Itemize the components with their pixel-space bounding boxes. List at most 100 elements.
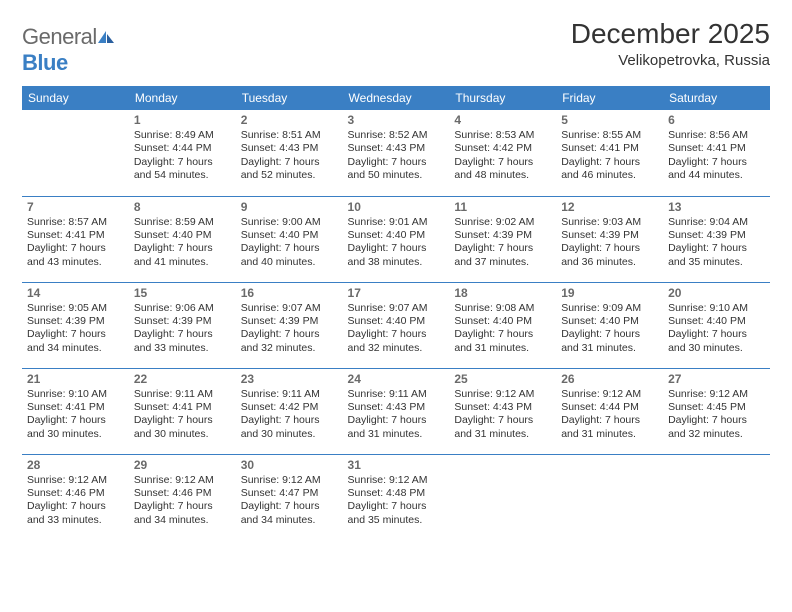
sunset-text: Sunset: 4:40 PM bbox=[241, 229, 338, 242]
sunset-text: Sunset: 4:41 PM bbox=[561, 142, 658, 155]
sunset-text: Sunset: 4:47 PM bbox=[241, 487, 338, 500]
daylight-text: Daylight: 7 hours and 41 minutes. bbox=[134, 242, 231, 269]
sunrise-text: Sunrise: 9:01 AM bbox=[348, 216, 445, 229]
daylight-text: Daylight: 7 hours and 31 minutes. bbox=[454, 328, 551, 355]
day-cell: 19Sunrise: 9:09 AMSunset: 4:40 PMDayligh… bbox=[556, 282, 663, 368]
daylight-text: Daylight: 7 hours and 38 minutes. bbox=[348, 242, 445, 269]
brand-text-1: General bbox=[22, 24, 97, 49]
calendar-row: 21Sunrise: 9:10 AMSunset: 4:41 PMDayligh… bbox=[22, 368, 770, 454]
empty-cell bbox=[556, 454, 663, 540]
day-cell: 11Sunrise: 9:02 AMSunset: 4:39 PMDayligh… bbox=[449, 196, 556, 282]
sunrise-text: Sunrise: 9:11 AM bbox=[348, 388, 445, 401]
day-cell: 27 Sunrise: 9:12 AMSunset: 4:45 PMDayligh… bbox=[663, 368, 770, 454]
day-cell: 31Sunrise: 9:12 AMSunset: 4:48 PMDayligh… bbox=[343, 454, 450, 540]
sunset-text: Sunset: 4:48 PM bbox=[348, 487, 445, 500]
sunrise-text: Sunrise: 9:07 AM bbox=[241, 302, 338, 315]
sunset-text: Sunset: 4:42 PM bbox=[241, 401, 338, 414]
daylight-text: Daylight: 7 hours and 30 minutes. bbox=[241, 414, 338, 441]
sunrise-text: Sunrise: 9:12 AM bbox=[134, 474, 231, 487]
sunrise-text: Sunrise: 9:04 AM bbox=[668, 216, 765, 229]
day-info: Sunrise: 9:02 AMSunset: 4:39 PMDaylight:… bbox=[454, 216, 551, 270]
day-cell: 10Sunrise: 9:01 AMSunset: 4:40 PMDayligh… bbox=[343, 196, 450, 282]
day-info: Sunrise: 8:49 AMSunset: 4:44 PMDaylight:… bbox=[134, 129, 231, 183]
daylight-text: Daylight: 7 hours and 35 minutes. bbox=[668, 242, 765, 269]
calendar-body: 1Sunrise: 8:49 AMSunset: 4:44 PMDaylight… bbox=[22, 110, 770, 540]
daylight-text: Daylight: 7 hours and 30 minutes. bbox=[27, 414, 124, 441]
day-info: Sunrise: 9:00 AMSunset: 4:40 PMDaylight:… bbox=[241, 216, 338, 270]
day-number: 27 bbox=[668, 372, 765, 386]
weekday-header: Monday bbox=[129, 86, 236, 110]
sunset-text: Sunset: 4:45 PM bbox=[668, 401, 765, 414]
sunrise-text: Sunrise: 9:12 AM bbox=[241, 474, 338, 487]
sunrise-text: Sunrise: 9:12 AM bbox=[27, 474, 124, 487]
day-info: Sunrise: 9:12 AMSunset: 4:45 PMDaylight:… bbox=[668, 388, 765, 442]
sunrise-text: Sunrise: 9:11 AM bbox=[134, 388, 231, 401]
day-number: 12 bbox=[561, 200, 658, 214]
calendar-row: 28Sunrise: 9:12 AMSunset: 4:46 PMDayligh… bbox=[22, 454, 770, 540]
daylight-text: Daylight: 7 hours and 34 minutes. bbox=[134, 500, 231, 527]
weekday-header: Friday bbox=[556, 86, 663, 110]
day-number: 23 bbox=[241, 372, 338, 386]
day-number: 7 bbox=[27, 200, 124, 214]
daylight-text: Daylight: 7 hours and 30 minutes. bbox=[668, 328, 765, 355]
sunset-text: Sunset: 4:39 PM bbox=[454, 229, 551, 242]
sunset-text: Sunset: 4:41 PM bbox=[668, 142, 765, 155]
sunrise-text: Sunrise: 9:06 AM bbox=[134, 302, 231, 315]
day-number: 9 bbox=[241, 200, 338, 214]
day-cell: 24Sunrise: 9:11 AMSunset: 4:43 PMDayligh… bbox=[343, 368, 450, 454]
sunset-text: Sunset: 4:41 PM bbox=[27, 229, 124, 242]
empty-cell bbox=[449, 454, 556, 540]
day-number: 25 bbox=[454, 372, 551, 386]
sunset-text: Sunset: 4:41 PM bbox=[134, 401, 231, 414]
location: Velikopetrovka, Russia bbox=[571, 52, 770, 69]
daylight-text: Daylight: 7 hours and 32 minutes. bbox=[668, 414, 765, 441]
day-info: Sunrise: 8:55 AMSunset: 4:41 PMDaylight:… bbox=[561, 129, 658, 183]
weekday-header: Wednesday bbox=[343, 86, 450, 110]
day-info: Sunrise: 9:06 AMSunset: 4:39 PMDaylight:… bbox=[134, 302, 231, 356]
sunrise-text: Sunrise: 8:57 AM bbox=[27, 216, 124, 229]
sunrise-text: Sunrise: 8:55 AM bbox=[561, 129, 658, 142]
day-cell: 17Sunrise: 9:07 AMSunset: 4:40 PMDayligh… bbox=[343, 282, 450, 368]
sunrise-text: Sunrise: 9:12 AM bbox=[561, 388, 658, 401]
day-info: Sunrise: 9:12 AMSunset: 4:43 PMDaylight:… bbox=[454, 388, 551, 442]
sunrise-text: Sunrise: 9:08 AM bbox=[454, 302, 551, 315]
day-cell: 7 Sunrise: 8:57 AMSunset: 4:41 PMDaylight… bbox=[22, 196, 129, 282]
day-number: 24 bbox=[348, 372, 445, 386]
brand-text-2: Blue bbox=[22, 50, 68, 75]
sunrise-text: Sunrise: 8:59 AM bbox=[134, 216, 231, 229]
day-number: 21 bbox=[27, 372, 124, 386]
day-number: 19 bbox=[561, 286, 658, 300]
day-cell: 13Sunrise: 9:04 AMSunset: 4:39 PMDayligh… bbox=[663, 196, 770, 282]
sunrise-text: Sunrise: 9:00 AM bbox=[241, 216, 338, 229]
calendar-head: Sunday Monday Tuesday Wednesday Thursday… bbox=[22, 86, 770, 110]
sunset-text: Sunset: 4:40 PM bbox=[348, 315, 445, 328]
sunrise-text: Sunrise: 8:53 AM bbox=[454, 129, 551, 142]
day-cell: 5 Sunrise: 8:55 AMSunset: 4:41 PMDaylight… bbox=[556, 110, 663, 196]
month-title: December 2025 bbox=[571, 18, 770, 50]
day-info: Sunrise: 8:52 AMSunset: 4:43 PMDaylight:… bbox=[348, 129, 445, 183]
day-info: Sunrise: 9:10 AMSunset: 4:40 PMDaylight:… bbox=[668, 302, 765, 356]
day-number: 14 bbox=[27, 286, 124, 300]
day-info: Sunrise: 9:04 AMSunset: 4:39 PMDaylight:… bbox=[668, 216, 765, 270]
daylight-text: Daylight: 7 hours and 30 minutes. bbox=[134, 414, 231, 441]
day-info: Sunrise: 9:01 AMSunset: 4:40 PMDaylight:… bbox=[348, 216, 445, 270]
calendar-row: 14Sunrise: 9:05 AMSunset: 4:39 PMDayligh… bbox=[22, 282, 770, 368]
day-cell: 25 Sunrise: 9:12 AMSunset: 4:43 PMDayligh… bbox=[449, 368, 556, 454]
day-info: Sunrise: 9:12 AMSunset: 4:46 PMDaylight:… bbox=[134, 474, 231, 528]
daylight-text: Daylight: 7 hours and 43 minutes. bbox=[27, 242, 124, 269]
day-number: 20 bbox=[668, 286, 765, 300]
day-number: 16 bbox=[241, 286, 338, 300]
sunset-text: Sunset: 4:43 PM bbox=[348, 142, 445, 155]
daylight-text: Daylight: 7 hours and 33 minutes. bbox=[27, 500, 124, 527]
daylight-text: Daylight: 7 hours and 36 minutes. bbox=[561, 242, 658, 269]
day-info: Sunrise: 8:57 AMSunset: 4:41 PMDaylight:… bbox=[27, 216, 124, 270]
daylight-text: Daylight: 7 hours and 40 minutes. bbox=[241, 242, 338, 269]
day-cell: 14Sunrise: 9:05 AMSunset: 4:39 PMDayligh… bbox=[22, 282, 129, 368]
sunset-text: Sunset: 4:43 PM bbox=[454, 401, 551, 414]
sunrise-text: Sunrise: 9:07 AM bbox=[348, 302, 445, 315]
daylight-text: Daylight: 7 hours and 31 minutes. bbox=[561, 414, 658, 441]
day-info: Sunrise: 9:12 AMSunset: 4:46 PMDaylight:… bbox=[27, 474, 124, 528]
day-cell: 18Sunrise: 9:08 AMSunset: 4:40 PMDayligh… bbox=[449, 282, 556, 368]
sunset-text: Sunset: 4:40 PM bbox=[454, 315, 551, 328]
day-number: 5 bbox=[561, 113, 658, 127]
